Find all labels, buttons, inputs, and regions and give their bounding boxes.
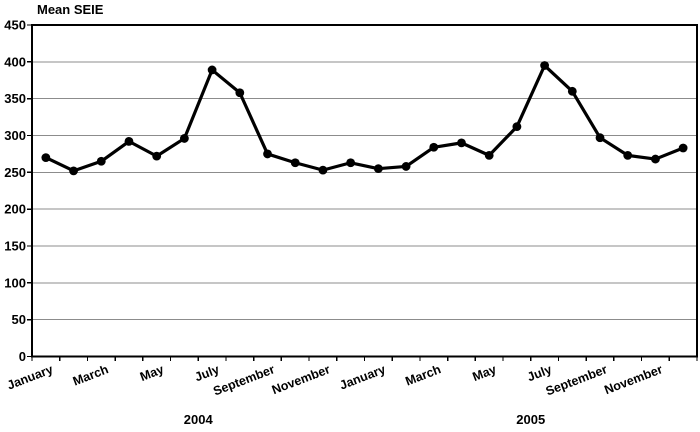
data-point bbox=[595, 133, 605, 143]
data-point bbox=[429, 142, 439, 152]
data-point bbox=[207, 65, 217, 75]
chart-title: Mean SEIE bbox=[37, 2, 104, 17]
data-point bbox=[235, 88, 245, 98]
y-axis-tick-label: 300 bbox=[4, 128, 26, 143]
data-point bbox=[373, 164, 383, 174]
data-point bbox=[69, 166, 78, 176]
x-axis-month-label: January bbox=[338, 362, 388, 392]
x-axis-month-label: November bbox=[602, 362, 664, 397]
data-point bbox=[651, 154, 660, 164]
y-axis-tick-label: 0 bbox=[19, 349, 26, 364]
data-point bbox=[152, 151, 162, 161]
x-axis-month-label: May bbox=[138, 362, 166, 384]
x-axis-month-label: March bbox=[71, 362, 110, 388]
plot-border bbox=[31, 24, 698, 358]
x-axis-month-label: March bbox=[403, 362, 442, 388]
data-point bbox=[540, 61, 550, 70]
data-point bbox=[346, 158, 356, 168]
y-axis-tick-label: 150 bbox=[4, 239, 26, 254]
y-axis-tick-label: 450 bbox=[4, 18, 26, 33]
data-point bbox=[401, 162, 411, 171]
data-point bbox=[457, 138, 466, 148]
data-point bbox=[512, 122, 522, 132]
x-axis-month-label: July bbox=[525, 362, 553, 384]
x-axis-year-label: 2005 bbox=[516, 412, 545, 427]
data-point bbox=[179, 134, 189, 143]
y-axis-tick-label: 350 bbox=[4, 91, 26, 106]
data-point bbox=[290, 158, 300, 168]
data-point bbox=[124, 136, 134, 146]
data-point bbox=[263, 149, 272, 159]
y-axis-tick-label: 200 bbox=[4, 202, 26, 217]
y-axis-tick-label: 400 bbox=[4, 54, 26, 69]
x-axis-month-label: September bbox=[544, 362, 609, 398]
data-point bbox=[484, 150, 494, 160]
x-axis-month-label: January bbox=[5, 362, 55, 392]
data-point bbox=[41, 153, 51, 163]
data-point bbox=[623, 150, 633, 160]
y-axis-tick-label: 100 bbox=[4, 275, 26, 290]
x-axis-month-label: November bbox=[270, 362, 332, 397]
data-line bbox=[45, 63, 684, 173]
y-axis-tick-label: 50 bbox=[12, 312, 26, 327]
y-axis-tick-label: 250 bbox=[4, 165, 26, 180]
x-axis-year-label: 2004 bbox=[184, 412, 214, 427]
data-point bbox=[678, 143, 688, 153]
x-axis-month-label: July bbox=[193, 362, 221, 384]
data-point bbox=[96, 156, 106, 166]
x-axis-month-label: May bbox=[471, 362, 499, 384]
data-point bbox=[318, 165, 328, 175]
data-point bbox=[567, 86, 577, 96]
x-axis-month-label: September bbox=[211, 362, 276, 398]
